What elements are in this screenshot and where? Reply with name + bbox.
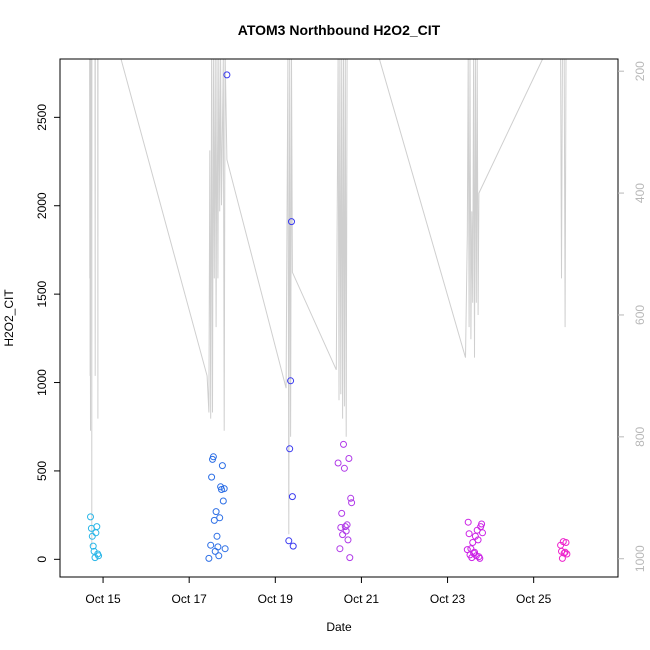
x-axis-label: Date xyxy=(326,620,352,634)
data-point xyxy=(92,529,100,537)
data-points xyxy=(87,71,571,562)
y-tick-label: 0 xyxy=(35,556,49,563)
data-point xyxy=(343,521,351,529)
x-tick-label: Oct 21 xyxy=(344,592,380,606)
x-tick-label: Oct 15 xyxy=(85,592,121,606)
x-tick-label: Oct 25 xyxy=(516,592,552,606)
right-tick-label: 800 xyxy=(633,427,647,447)
y-tick-label: 1500 xyxy=(35,280,49,307)
data-point xyxy=(561,548,569,556)
data-point xyxy=(207,541,215,549)
data-point xyxy=(342,527,350,535)
data-point xyxy=(479,529,486,537)
data-point xyxy=(208,473,216,481)
plot-frame xyxy=(59,58,619,578)
altitude-trace-line xyxy=(89,59,567,547)
data-point xyxy=(471,548,478,556)
data-point xyxy=(465,530,473,538)
data-point xyxy=(287,377,295,385)
data-point xyxy=(339,531,347,539)
data-point xyxy=(469,539,477,546)
x-tick-label: Oct 23 xyxy=(430,592,466,606)
data-point xyxy=(205,554,213,562)
data-point xyxy=(468,554,476,562)
x-tick-label: Oct 17 xyxy=(172,592,208,606)
data-point xyxy=(337,524,345,531)
data-point xyxy=(346,554,354,562)
right-tick-label: 600 xyxy=(633,305,647,325)
data-point xyxy=(463,546,471,554)
data-point xyxy=(220,485,228,493)
data-point xyxy=(347,494,355,502)
data-point xyxy=(336,545,344,553)
right-tick-label: 1000 xyxy=(633,545,647,572)
data-point xyxy=(474,536,482,544)
data-point xyxy=(288,218,295,226)
y-tick-label: 2500 xyxy=(35,104,49,131)
data-point xyxy=(221,545,229,553)
data-point xyxy=(289,542,297,550)
x-tick-label: Oct 19 xyxy=(258,592,294,606)
data-point xyxy=(223,71,231,79)
data-point xyxy=(340,464,348,472)
data-point xyxy=(88,532,96,540)
data-point xyxy=(334,459,342,467)
data-point xyxy=(209,453,217,461)
y-tick-label: 2000 xyxy=(35,192,49,219)
altitude-trace xyxy=(89,59,567,547)
data-point xyxy=(341,523,349,531)
data-point xyxy=(216,514,224,522)
data-point xyxy=(476,554,484,562)
data-point xyxy=(212,508,220,516)
data-point xyxy=(562,539,570,546)
data-point xyxy=(344,536,352,544)
data-point xyxy=(89,542,97,550)
data-point xyxy=(478,520,486,528)
y-axis: 0 500 1000 1500 2000 2500 xyxy=(35,104,60,563)
data-point xyxy=(93,523,101,531)
data-point xyxy=(95,552,103,560)
right-tick-label: 200 xyxy=(633,61,647,81)
data-point xyxy=(286,445,294,453)
data-point xyxy=(214,543,222,551)
y-axis-label: H2O2_CIT xyxy=(2,289,16,347)
data-point xyxy=(348,499,356,507)
data-point xyxy=(467,545,475,553)
chart-title: ATOM3 Northbound H2O2_CIT xyxy=(238,22,441,38)
y-tick-label: 1000 xyxy=(35,369,49,396)
y-tick-label: 500 xyxy=(35,461,49,481)
data-point xyxy=(340,440,347,448)
data-point xyxy=(338,509,346,517)
data-point xyxy=(87,513,94,521)
data-point xyxy=(345,455,353,462)
x-axis: Oct 15 Oct 17 Oct 19 Oct 21 Oct 23 Oct 25 xyxy=(85,577,552,606)
data-point xyxy=(218,462,226,470)
data-point xyxy=(464,518,472,526)
data-point xyxy=(215,552,223,560)
right-axis: 200 400 600 800 1000 xyxy=(618,61,647,572)
data-point xyxy=(210,516,218,524)
data-point xyxy=(563,550,571,558)
data-point xyxy=(219,497,227,505)
data-point xyxy=(288,493,296,501)
data-point xyxy=(213,532,221,540)
data-point xyxy=(285,537,293,545)
right-tick-label: 400 xyxy=(633,183,647,203)
